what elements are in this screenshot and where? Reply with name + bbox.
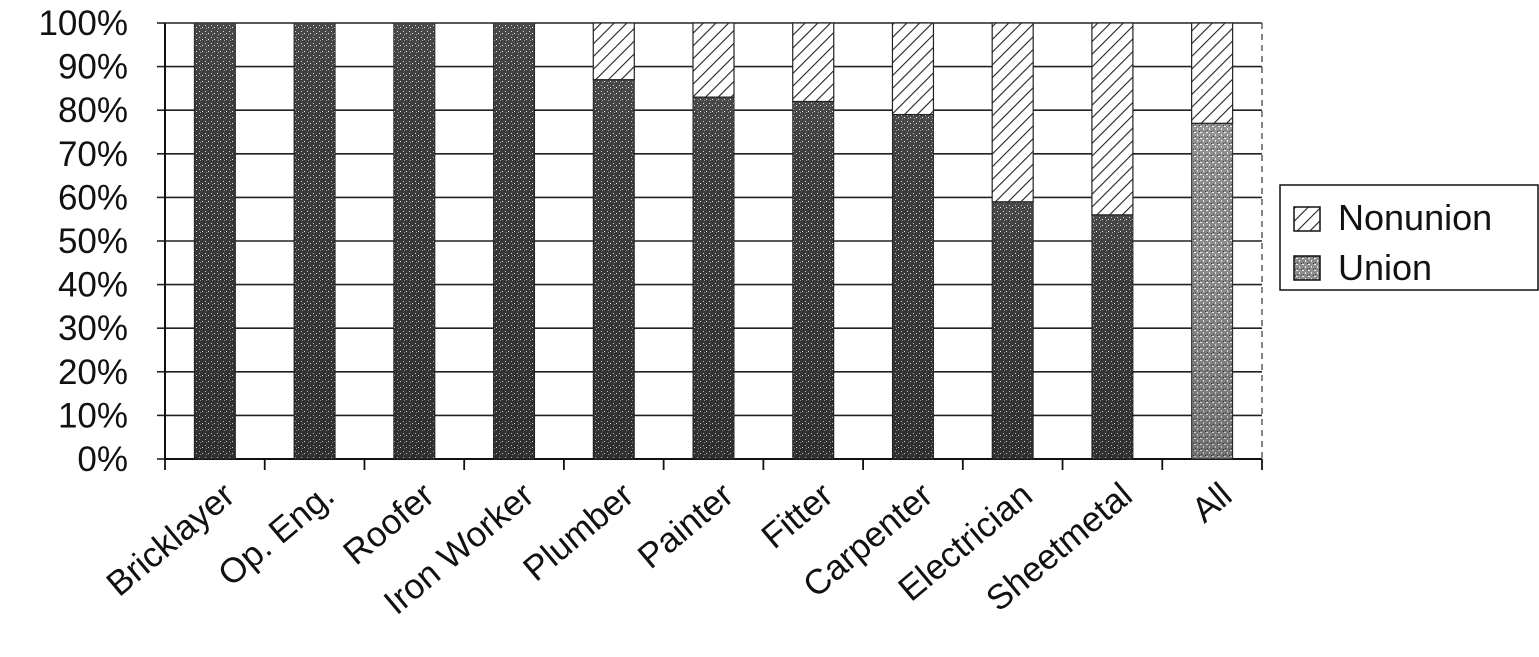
bar-nonunion bbox=[991, 22, 1034, 203]
bar-nonunion bbox=[1191, 22, 1234, 124]
legend-swatch-union bbox=[1293, 255, 1321, 281]
bar-nonunion bbox=[792, 22, 835, 103]
bar-union-shade bbox=[493, 23, 535, 459]
y-tick-label: 40% bbox=[58, 266, 128, 305]
y-tick-label: 60% bbox=[58, 178, 128, 217]
bar-union-shade bbox=[992, 201, 1034, 459]
bar-nonunion bbox=[692, 22, 735, 98]
y-tick-label: 0% bbox=[77, 440, 128, 479]
bar-nonunion bbox=[1091, 22, 1134, 216]
legend: Nonunion Union bbox=[1279, 184, 1539, 291]
x-tick-label: Fitter bbox=[754, 475, 840, 556]
legend-label-nonunion: Nonunion bbox=[1338, 197, 1492, 238]
bar-nonunion bbox=[592, 22, 635, 81]
y-tick-label: 20% bbox=[58, 353, 128, 392]
bar-union-shade bbox=[194, 23, 236, 459]
legend-swatch-nonunion bbox=[1293, 206, 1321, 232]
legend-frame bbox=[1279, 184, 1539, 291]
legend-label-union: Union bbox=[1338, 247, 1432, 288]
x-tick-label: Bricklayer bbox=[99, 475, 242, 604]
bar-union-shade bbox=[792, 101, 834, 459]
bar-union-shade bbox=[892, 114, 934, 459]
bar-union-shade bbox=[1191, 123, 1233, 459]
x-tick-label: Painter bbox=[631, 475, 741, 576]
y-tick-labels: 0% 10% 20% 30% 40% 50% 60% 70% 80% 90% 100% bbox=[38, 4, 128, 479]
bar-union-shade bbox=[393, 23, 435, 459]
y-tick-label: 100% bbox=[38, 4, 128, 43]
bar-union-shade bbox=[693, 97, 734, 460]
y-tick-label: 90% bbox=[58, 48, 128, 87]
bar-nonunion bbox=[891, 22, 935, 116]
x-tick-label: All bbox=[1184, 475, 1239, 530]
y-tick-label: 70% bbox=[58, 135, 128, 174]
bar-union-shade bbox=[294, 23, 336, 459]
x-tick-label: Plumber bbox=[516, 475, 641, 589]
y-tick-label: 50% bbox=[58, 222, 128, 261]
bar-union-shade bbox=[593, 79, 635, 460]
y-tick-label: 80% bbox=[58, 91, 128, 130]
y-tick-label: 10% bbox=[58, 396, 128, 435]
bar-union-shade bbox=[1091, 214, 1133, 459]
bars bbox=[193, 22, 1234, 460]
y-tick-label: 30% bbox=[58, 309, 128, 348]
